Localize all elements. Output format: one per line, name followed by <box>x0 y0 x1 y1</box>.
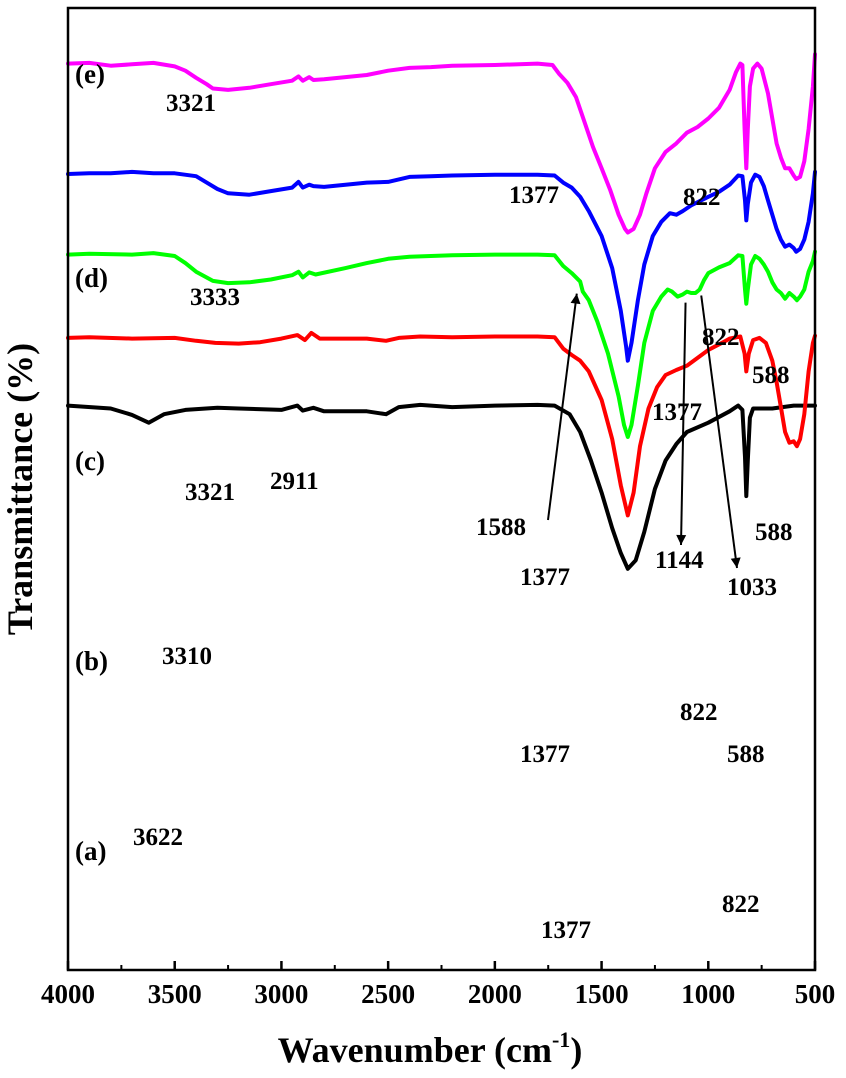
annotation-arrowhead <box>570 293 581 305</box>
annotation-arrow <box>547 293 578 521</box>
series-label-d: (d) <box>75 263 108 293</box>
peak-label: 3310 <box>162 643 212 670</box>
peak-label: 3321 <box>185 479 235 506</box>
series-label-c: (c) <box>75 446 105 476</box>
x-axis-title-main: Wavenumber (cm <box>278 1030 552 1070</box>
peak-label: 588 <box>755 519 793 546</box>
annotation-arrow <box>680 302 687 546</box>
peak-label: 3622 <box>133 824 183 851</box>
y-axis-title: Transmittance (%) <box>0 343 40 635</box>
peak-label: 588 <box>752 362 790 389</box>
peak-label: 1377 <box>652 399 702 426</box>
series-labels: (a) (b) (c) (d) (e) <box>75 59 108 866</box>
series-line-e <box>66 52 817 235</box>
x-tick-label: 2000 <box>468 979 522 1009</box>
series-line-d <box>66 169 817 363</box>
x-axis-title: Wavenumber (cm-1) <box>278 1027 583 1070</box>
x-tick-label: 1000 <box>681 979 735 1009</box>
peak-label: 822 <box>722 891 760 918</box>
peak-label: 1588 <box>476 514 526 541</box>
peak-label: 822 <box>680 699 718 726</box>
x-tick-label: 3500 <box>148 979 202 1009</box>
series-line-a <box>66 402 817 571</box>
annotation-arrowhead <box>676 534 687 545</box>
peak-label: 3321 <box>166 90 216 117</box>
annotation-arrow <box>700 295 738 569</box>
peak-label: 3333 <box>190 284 240 311</box>
series-line-b <box>66 330 817 518</box>
peak-label: 822 <box>683 184 721 211</box>
series-label-b: (b) <box>75 646 108 676</box>
peak-label: 1144 <box>655 547 704 574</box>
x-axis-title-superscript: -1 <box>552 1027 570 1052</box>
peak-annotations: 3622 1377 822 3310 1377 822 588 3321 2911 1588 137… <box>133 90 793 944</box>
peak-label: 1377 <box>541 917 591 944</box>
x-tick-label: 1500 <box>575 979 629 1009</box>
x-tick-label: 3000 <box>254 979 308 1009</box>
peak-label: 2911 <box>270 468 319 495</box>
peak-label: 1377 <box>520 741 570 768</box>
x-tick-label: 500 <box>795 979 836 1009</box>
series-label-e: (e) <box>75 59 105 89</box>
peak-label: 1033 <box>727 574 777 601</box>
x-axis-title-suffix: ) <box>570 1030 582 1070</box>
peak-label: 1377 <box>520 564 570 591</box>
series-label-a: (a) <box>75 836 106 866</box>
x-ticks: 4000 3500 3000 2500 2000 1500 1000 500 <box>41 961 835 1009</box>
x-tick-label: 4000 <box>41 979 95 1009</box>
series-line-c <box>66 249 817 439</box>
series-layer <box>66 52 817 571</box>
x-tick-label: 2500 <box>361 979 415 1009</box>
annotation-arrowhead <box>730 557 741 568</box>
peak-label: 588 <box>727 741 765 768</box>
peak-label: 1377 <box>509 182 559 209</box>
